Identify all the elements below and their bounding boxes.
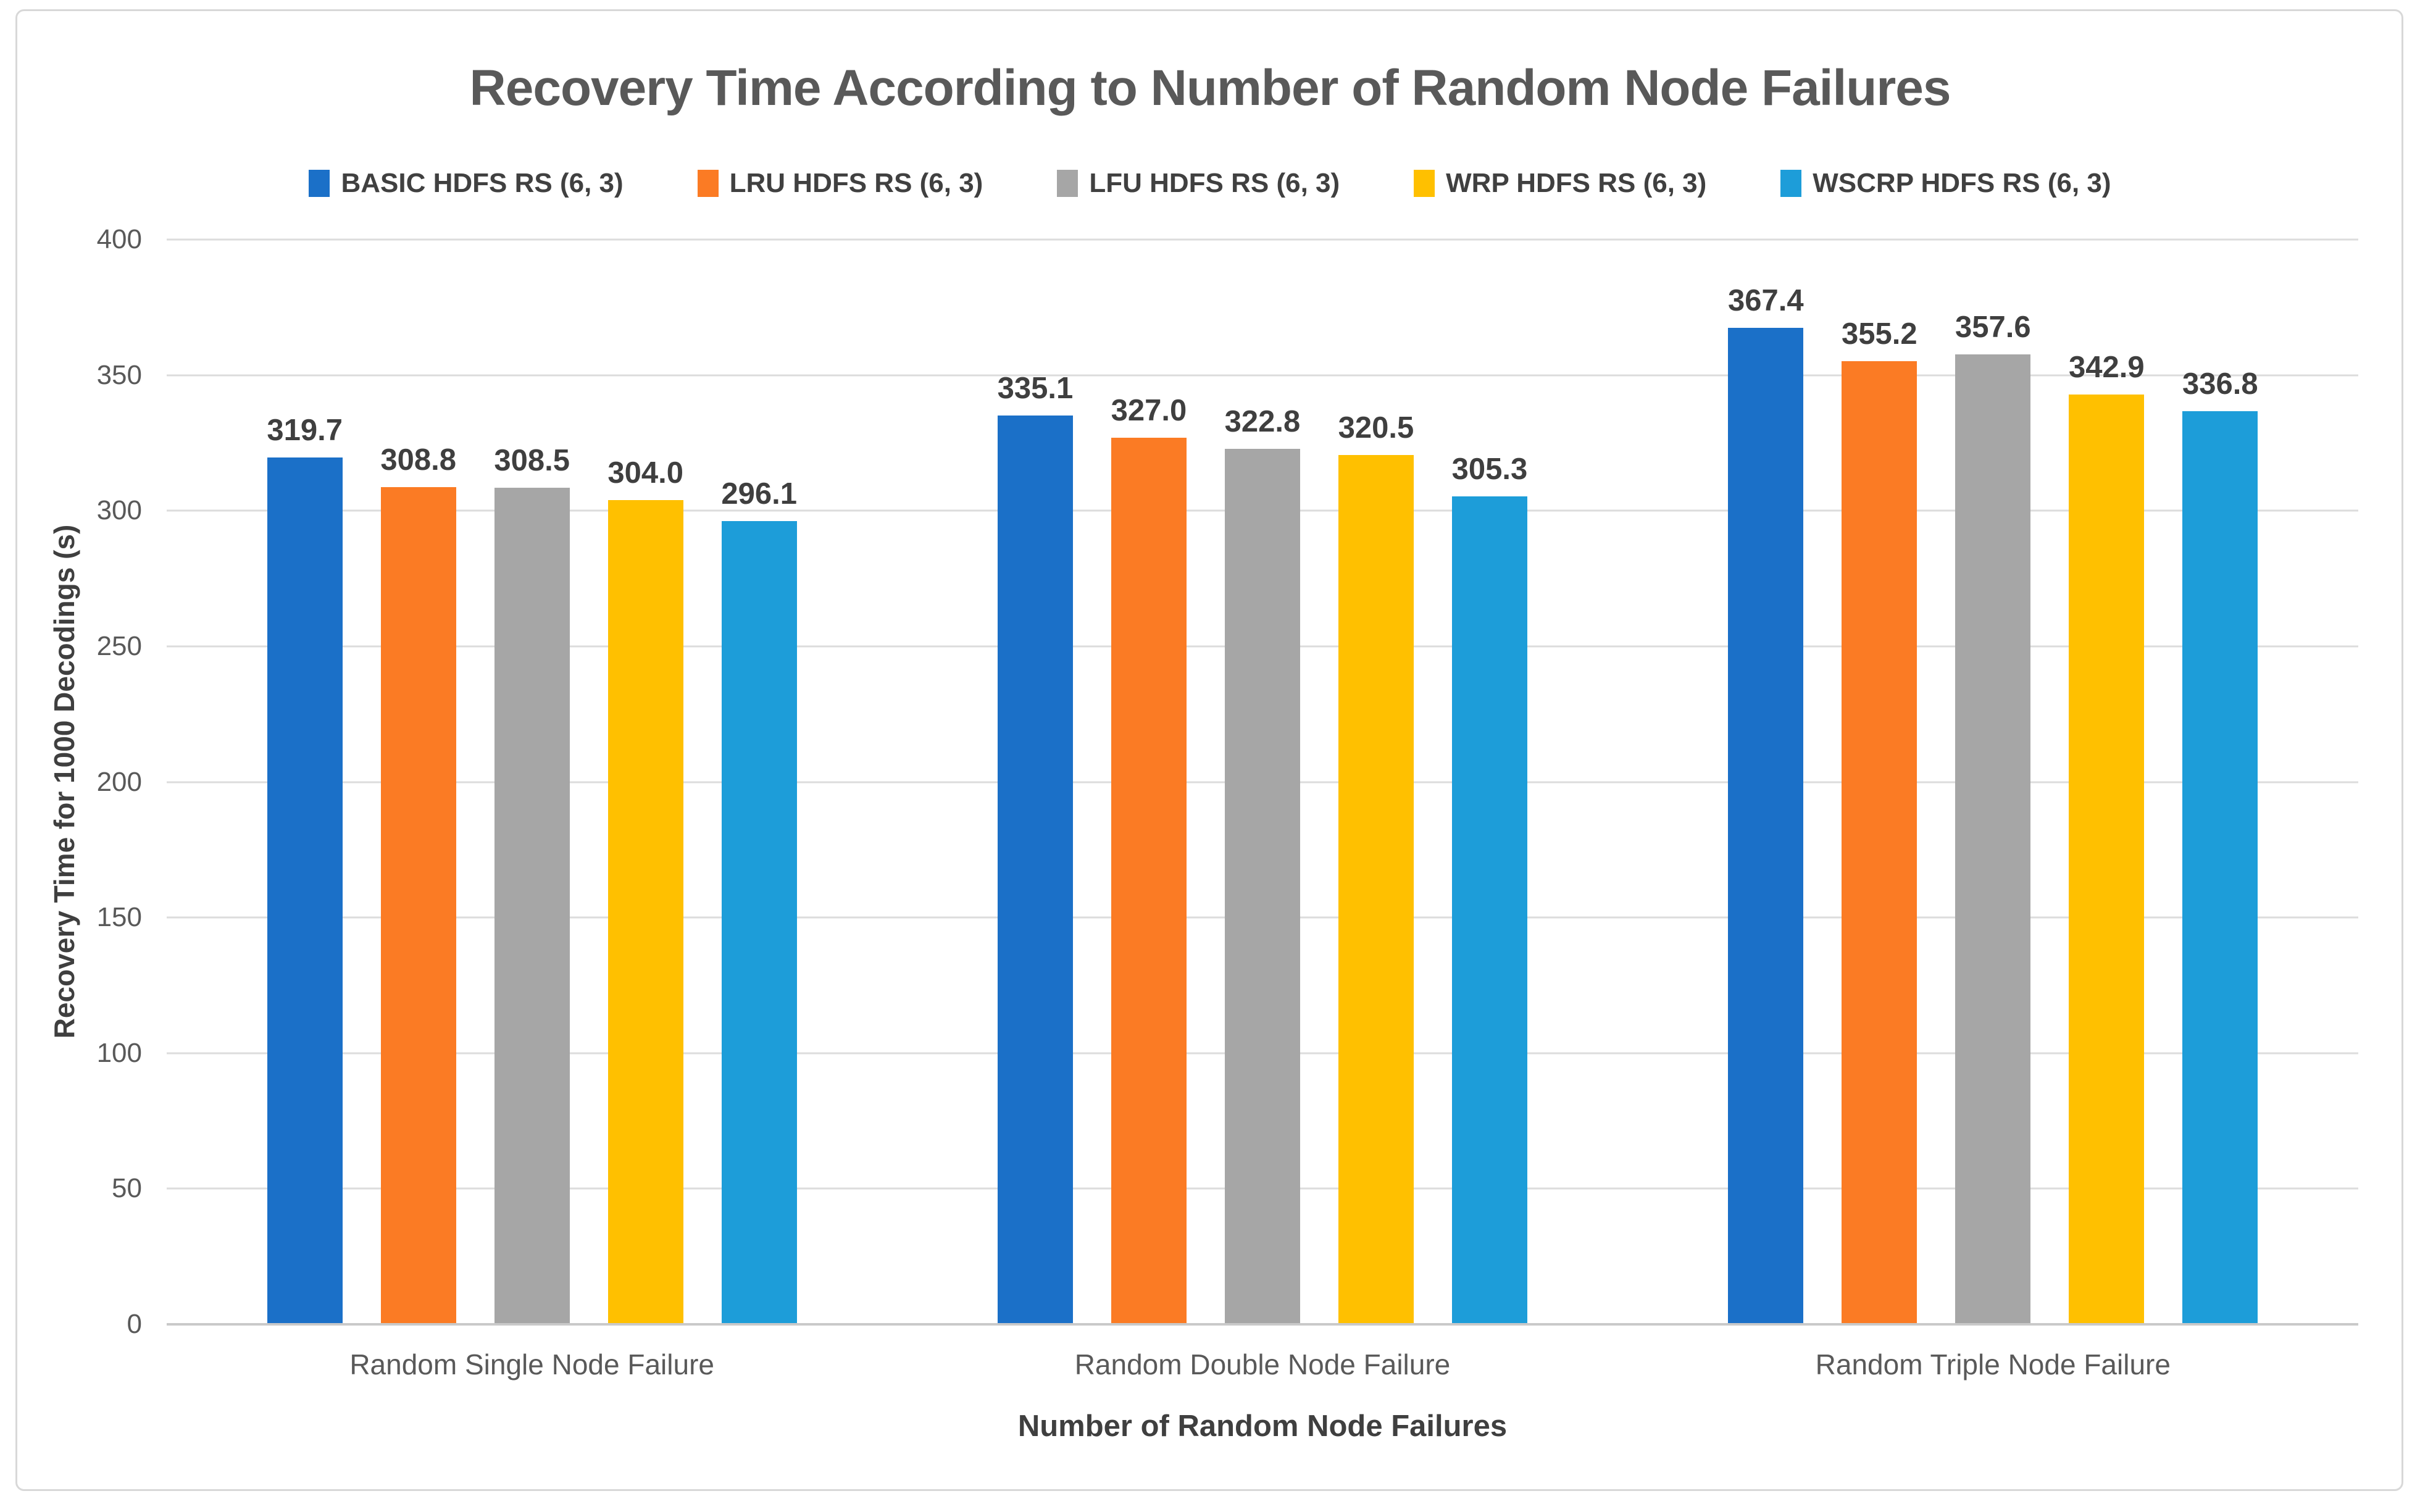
legend-item-lfu: LFU HDFS RS (6, 3) — [1057, 168, 1340, 199]
plot-area: 0 50 100 150 200 250 300 350 400 319.7 308.8 308.5… — [97, 224, 2358, 1380]
bar-wscrp-cat2: 305.3 — [1452, 453, 1527, 1324]
x-axis-title: Number of Random Node Failures — [1017, 1410, 1508, 1443]
category-label-3: Random Triple Node Failure — [1815, 1348, 2171, 1380]
bar-wrp-cat1: 304.0 — [607, 456, 683, 1324]
gridline-350 — [167, 374, 2358, 377]
bar-wscrp-cat1: 296.1 — [721, 477, 797, 1324]
y-tick-label-400: 400 — [96, 224, 142, 254]
legend-marker-icon — [697, 170, 719, 197]
legend-marker-icon — [1780, 170, 1802, 197]
bar-groups: 319.7 308.8 308.5 304.0 296.1 Random Single N… — [167, 240, 2358, 1380]
bar-value-label: 357.6 — [1955, 311, 2031, 345]
bar-lru-cat2: 327.0 — [1111, 394, 1187, 1324]
bar-value-label: 327.0 — [1111, 393, 1187, 427]
category-label-2: Random Double Node Failure — [1074, 1348, 1451, 1380]
legend-item-label: BASIC HDFS RS (6, 3) — [341, 168, 624, 198]
bar-lru-cat3: 355.2 — [1842, 317, 1917, 1324]
bar-value-label: 367.4 — [1728, 284, 1804, 318]
legend-item-label: LRU HDFS RS (6, 3) — [729, 168, 983, 198]
bar-value-label: 335.1 — [997, 372, 1074, 406]
bar-value-label: 336.8 — [2182, 367, 2258, 401]
category-label-1: Random Single Node Failure — [349, 1348, 714, 1380]
category-group-3: 367.4 355.2 357.6 342.9 336.8 Random Triple N… — [1628, 240, 2358, 1380]
y-tick-label-200: 200 — [96, 766, 142, 797]
bar-value-label: 319.7 — [267, 413, 343, 447]
category-group-2: 335.1 327.0 322.8 320.5 305.3 Random Double N… — [897, 240, 1627, 1380]
y-tick-label-100: 100 — [96, 1037, 142, 1068]
legend-item-label: LFU HDFS RS (6, 3) — [1089, 168, 1340, 198]
bar-value-label: 322.8 — [1224, 405, 1301, 439]
bar-wscrp-cat3: 336.8 — [2182, 367, 2258, 1324]
y-tick-label-350: 350 — [96, 359, 142, 390]
gridline-400 — [167, 238, 2358, 241]
legend-item-wrp: WRP HDFS RS (6, 3) — [1414, 168, 1706, 199]
bar-wrp-cat2: 320.5 — [1338, 411, 1414, 1324]
category-group-1: 319.7 308.8 308.5 304.0 296.1 Random Single N… — [167, 240, 897, 1380]
bar-lfu-cat2: 322.8 — [1225, 405, 1300, 1324]
legend-marker-icon — [309, 170, 330, 197]
legend-item-wscrp: WSCRP HDFS RS (6, 3) — [1780, 168, 2111, 199]
bar-value-label: 308.8 — [380, 443, 456, 477]
y-tick-label-50: 50 — [112, 1173, 142, 1204]
bar-value-label: 355.2 — [1842, 317, 1917, 351]
bar-lfu-cat3: 357.6 — [1955, 311, 2031, 1324]
legend-item-basic: BASIC HDFS RS (6, 3) — [309, 168, 624, 199]
y-tick-label-150: 150 — [96, 902, 142, 933]
y-tick-label-250: 250 — [96, 630, 142, 661]
bar-lfu-cat1: 308.5 — [494, 444, 570, 1324]
legend-marker-icon — [1414, 170, 1435, 197]
bar-value-label: 296.1 — [721, 477, 797, 511]
gridline-0 — [167, 1323, 2358, 1326]
chart-title: Recovery Time According to Number of Ran… — [469, 60, 1951, 116]
bar-value-label: 305.3 — [1451, 452, 1528, 486]
bar-value-label: 304.0 — [607, 456, 683, 490]
legend-item-label: WSCRP HDFS RS (6, 3) — [1813, 168, 2111, 198]
legend-item-lru: LRU HDFS RS (6, 3) — [697, 168, 983, 199]
y-tick-label-300: 300 — [96, 495, 142, 526]
bar-value-label: 342.9 — [2069, 350, 2145, 384]
bar-value-label: 308.5 — [494, 443, 570, 477]
y-tick-label-0: 0 — [127, 1309, 142, 1339]
bar-basic-cat1: 319.7 — [267, 414, 343, 1324]
bar-basic-cat2: 335.1 — [998, 372, 1073, 1324]
bar-lru-cat1: 308.8 — [380, 443, 456, 1324]
legend-item-label: WRP HDFS RS (6, 3) — [1446, 168, 1707, 198]
bar-wrp-cat3: 342.9 — [2069, 351, 2145, 1324]
bar-value-label: 320.5 — [1338, 411, 1414, 445]
legend: BASIC HDFS RS (6, 3) LRU HDFS RS (6, 3) LF… — [0, 168, 2420, 199]
legend-marker-icon — [1057, 170, 1079, 197]
bar-basic-cat3: 367.4 — [1728, 284, 1804, 1324]
